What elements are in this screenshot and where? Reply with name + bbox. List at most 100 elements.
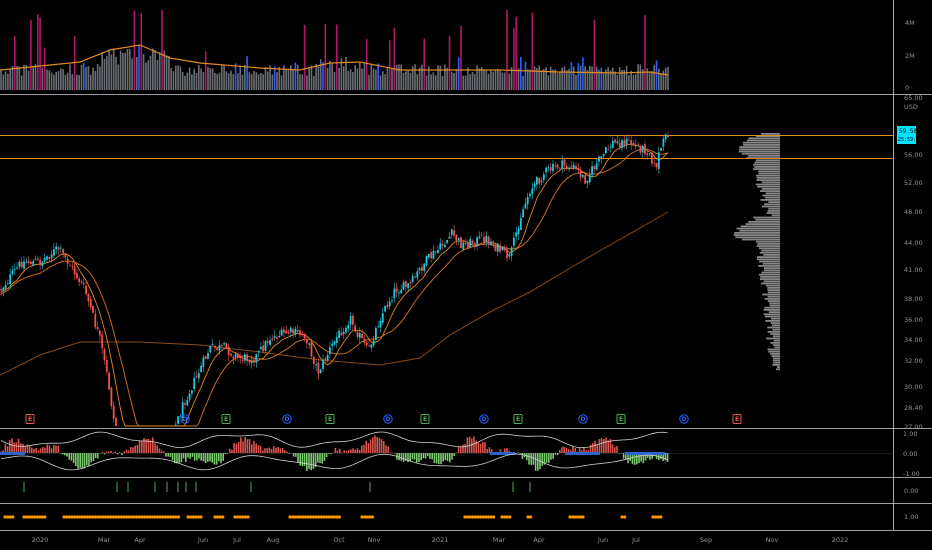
- candle[interactable]: [9, 268, 12, 290]
- candle[interactable]: [89, 295, 92, 310]
- candle[interactable]: [82, 277, 85, 289]
- candle[interactable]: [448, 232, 451, 239]
- candle[interactable]: [623, 135, 626, 149]
- candle[interactable]: [181, 397, 184, 422]
- candle[interactable]: [317, 357, 320, 380]
- candle[interactable]: [191, 390, 193, 398]
- candle[interactable]: [347, 320, 350, 333]
- candle[interactable]: [421, 263, 423, 277]
- candle[interactable]: [632, 140, 635, 147]
- candle[interactable]: [361, 329, 363, 339]
- candle[interactable]: [529, 191, 531, 199]
- candle[interactable]: [13, 263, 16, 275]
- candle[interactable]: [450, 228, 453, 239]
- candle[interactable]: [522, 205, 524, 218]
- candle[interactable]: [487, 235, 490, 249]
- candle[interactable]: [547, 164, 550, 173]
- candle[interactable]: [598, 155, 600, 167]
- candle[interactable]: [322, 354, 324, 372]
- candle[interactable]: [356, 329, 359, 340]
- candle[interactable]: [338, 327, 340, 341]
- candle[interactable]: [570, 161, 573, 169]
- candle[interactable]: [368, 340, 370, 347]
- earnings-event-icon[interactable]: E: [616, 414, 626, 424]
- candle[interactable]: [552, 159, 554, 174]
- candle[interactable]: [480, 232, 483, 238]
- candle[interactable]: [446, 239, 449, 244]
- candle[interactable]: [460, 236, 462, 249]
- candle[interactable]: [184, 399, 186, 410]
- candle[interactable]: [207, 349, 209, 360]
- candle[interactable]: [53, 243, 55, 259]
- candle[interactable]: [579, 166, 582, 183]
- candle[interactable]: [62, 247, 64, 259]
- candle[interactable]: [57, 246, 60, 255]
- candle[interactable]: [430, 248, 432, 263]
- candle[interactable]: [575, 162, 577, 172]
- candle[interactable]: [209, 345, 212, 354]
- candle[interactable]: [577, 163, 580, 174]
- candle[interactable]: [7, 279, 9, 286]
- candle[interactable]: [542, 171, 545, 184]
- candle[interactable]: [115, 415, 117, 427]
- candle[interactable]: [218, 340, 221, 355]
- candle[interactable]: [354, 322, 357, 333]
- candle[interactable]: [273, 330, 276, 341]
- candle[interactable]: [540, 177, 543, 186]
- candle[interactable]: [48, 256, 51, 263]
- candle[interactable]: [349, 312, 352, 331]
- candle[interactable]: [407, 282, 409, 292]
- candle[interactable]: [18, 259, 21, 270]
- candle[interactable]: [16, 262, 18, 270]
- time-axis[interactable]: 2020 Mar Apr Jun Jul Aug Oct Nov 2021 Mar Apr Jun Ju…: [32, 536, 849, 544]
- candle[interactable]: [494, 242, 497, 252]
- candle[interactable]: [253, 356, 255, 367]
- candle[interactable]: [342, 327, 345, 339]
- candle[interactable]: [593, 164, 596, 175]
- candle[interactable]: [188, 389, 191, 403]
- candle[interactable]: [444, 241, 446, 248]
- candle[interactable]: [294, 326, 297, 338]
- signal-dots-pane[interactable]: [3, 515, 663, 519]
- candle[interactable]: [262, 339, 265, 354]
- candle[interactable]: [644, 140, 646, 160]
- candle[interactable]: [503, 244, 506, 252]
- candle[interactable]: [211, 339, 214, 346]
- candle[interactable]: [23, 256, 25, 271]
- candle[interactable]: [616, 135, 619, 145]
- candle[interactable]: [600, 156, 603, 164]
- candle[interactable]: [584, 173, 587, 184]
- candle[interactable]: [32, 258, 35, 266]
- candle[interactable]: [278, 330, 281, 338]
- candle[interactable]: [237, 351, 239, 362]
- candle[interactable]: [25, 258, 28, 264]
- candle[interactable]: [303, 332, 306, 342]
- candle[interactable]: [96, 321, 99, 332]
- dividend-event-icon[interactable]: D: [679, 414, 689, 424]
- candle[interactable]: [586, 180, 589, 189]
- candle[interactable]: [510, 246, 513, 261]
- candle[interactable]: [331, 339, 334, 351]
- candle[interactable]: [549, 162, 552, 175]
- candle[interactable]: [563, 157, 566, 171]
- candle[interactable]: [174, 420, 177, 426]
- candle[interactable]: [485, 231, 488, 247]
- candle[interactable]: [276, 334, 278, 344]
- candle[interactable]: [296, 324, 299, 334]
- earnings-event-icon[interactable]: E: [732, 414, 742, 424]
- candle[interactable]: [402, 279, 405, 290]
- candle[interactable]: [4, 280, 7, 291]
- candle[interactable]: [377, 321, 380, 328]
- oscillator-pane[interactable]: [0, 431, 893, 471]
- candle[interactable]: [223, 341, 225, 347]
- candle[interactable]: [30, 259, 32, 267]
- candle[interactable]: [657, 146, 660, 174]
- candle[interactable]: [418, 266, 421, 274]
- candle[interactable]: [340, 327, 343, 336]
- candle[interactable]: [556, 163, 559, 170]
- earnings-event-icon[interactable]: E: [221, 414, 231, 424]
- candle[interactable]: [609, 143, 612, 153]
- candle[interactable]: [409, 279, 412, 288]
- candle[interactable]: [246, 351, 248, 366]
- candle[interactable]: [395, 282, 398, 298]
